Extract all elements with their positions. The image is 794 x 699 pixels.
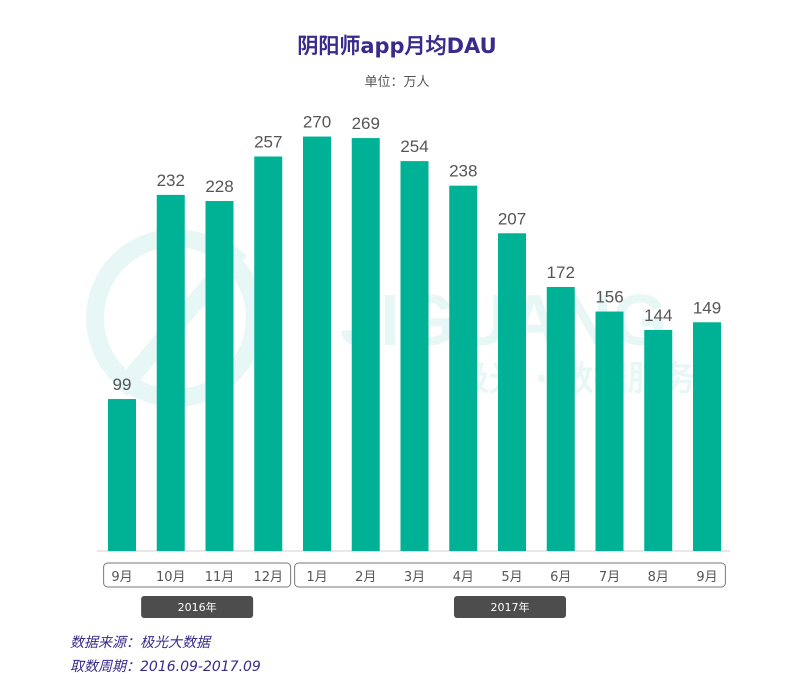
chart-subtitle-unit: 单位：万人 [364, 75, 430, 90]
data-label: 156 [595, 288, 623, 307]
x-tick-label: 9月 [111, 570, 132, 585]
data-label: 270 [303, 113, 331, 132]
data-label: 257 [254, 133, 282, 152]
x-tick-label: 11月 [205, 570, 235, 585]
bar [156, 194, 185, 551]
bar [400, 161, 429, 552]
data-label: 228 [205, 177, 233, 196]
x-tick-label: 8月 [648, 570, 669, 585]
bar [595, 311, 624, 551]
x-tick-label: 12月 [253, 570, 283, 585]
bar [644, 329, 673, 551]
bar [254, 156, 283, 551]
bar [205, 201, 234, 551]
x-tick-label: 9月 [696, 570, 717, 585]
year-badge-label: 2017年 [491, 600, 530, 614]
data-label: 269 [352, 114, 380, 133]
source-note: 数据来源：极光大数据 [70, 635, 210, 651]
x-tick-label: 4月 [453, 570, 474, 585]
chart-title: 阴阳师app月均DAU [297, 34, 497, 58]
x-tick-label: 10月 [156, 570, 186, 585]
x-tick-label: 2月 [355, 570, 376, 585]
bar [546, 286, 575, 551]
data-label: 238 [449, 162, 477, 181]
x-tick-label: 7月 [599, 570, 620, 585]
x-tick-label: 1月 [306, 570, 327, 585]
data-label: 207 [498, 209, 526, 228]
data-label: 232 [157, 171, 185, 190]
month-group-bracket [103, 562, 292, 588]
data-label: 149 [693, 298, 721, 317]
bar [351, 138, 380, 551]
data-label: 99 [113, 375, 132, 394]
x-tick-label: 5月 [501, 570, 522, 585]
data-label: 172 [547, 263, 575, 282]
bar [108, 399, 136, 551]
period-note: 取数周期：2016.09-2017.09 [70, 659, 261, 675]
year-badge [454, 596, 566, 618]
data-label: 254 [400, 137, 428, 156]
bar [449, 185, 478, 552]
month-group-bracket [294, 562, 726, 588]
x-tick-label: 3月 [404, 570, 425, 585]
year-badge [141, 596, 254, 618]
year-badge-label: 2016年 [178, 600, 217, 614]
data-label: 144 [644, 306, 672, 325]
bar [693, 322, 721, 551]
x-tick-label: 6月 [550, 570, 571, 585]
bar-chart: JIGUANG 极光 · 数据服务 9923222825727026925423… [86, 113, 730, 618]
bar [303, 136, 331, 552]
bar [498, 233, 526, 551]
